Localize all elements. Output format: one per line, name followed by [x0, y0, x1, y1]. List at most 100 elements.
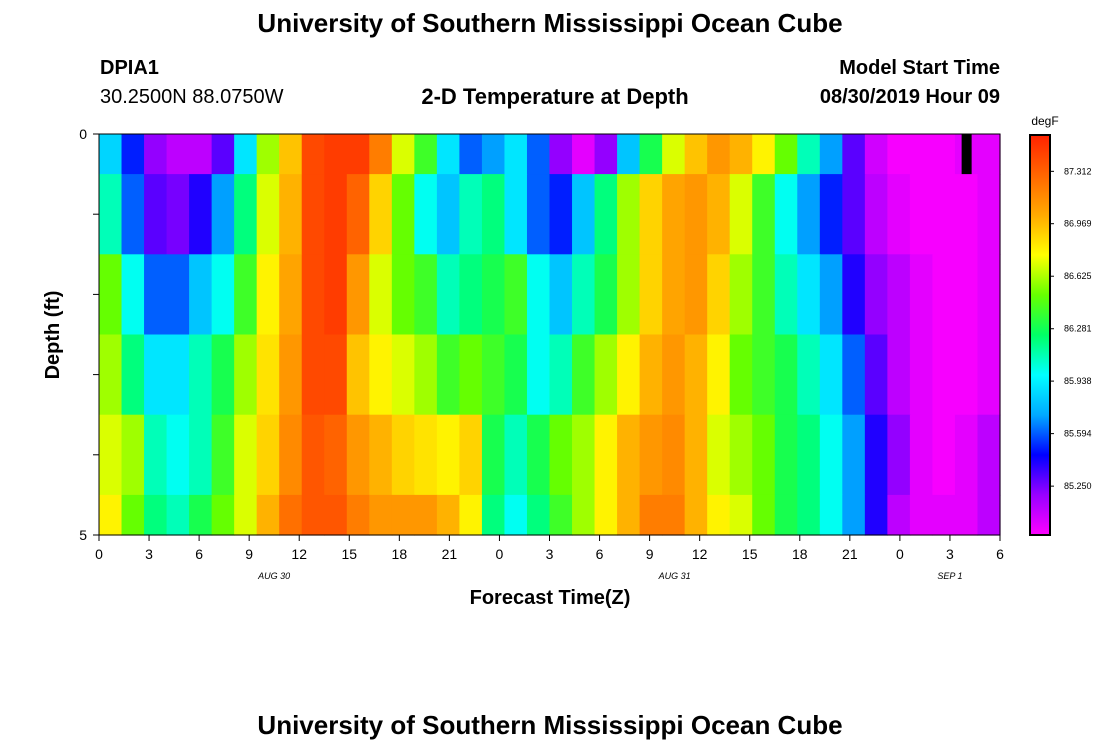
x-tick-label: 3 [145, 546, 153, 562]
heatmap-cell [324, 174, 348, 255]
model-start-value: 08/30/2019 Hour 09 [819, 86, 1000, 108]
heatmap-cell [954, 414, 979, 496]
heatmap-cell [504, 134, 528, 175]
heatmap-cell [707, 174, 731, 255]
y-tick-label: 0 [79, 126, 87, 142]
heatmap-cell [707, 414, 731, 496]
colorbar-unit: degF [1031, 114, 1058, 128]
heatmap-cell [526, 494, 551, 536]
heatmap-cell [684, 254, 708, 336]
heatmap-cell [932, 254, 956, 336]
heatmap-cell [256, 134, 280, 175]
heatmap-cell [797, 174, 821, 255]
heatmap-cell [436, 254, 460, 336]
heatmap-cell [572, 174, 596, 255]
model-start-label: Model Start Time [839, 57, 1000, 79]
heatmap-cell [639, 334, 663, 416]
heatmap-cell [662, 254, 686, 336]
heatmap-cell [729, 334, 753, 416]
heatmap-cell [121, 174, 145, 255]
heatmap-cell [639, 254, 663, 336]
page-title: University of Southern Mississippi Ocean… [257, 8, 843, 38]
heatmap-cell [391, 414, 415, 496]
heatmap-cell [932, 134, 956, 175]
missing-data-marker [961, 134, 972, 175]
heatmap-cell [414, 134, 438, 175]
x-tick-label: 3 [546, 546, 554, 562]
heatmap-cell [234, 254, 258, 336]
heatmap-cell [864, 334, 888, 416]
heatmap-cell [729, 174, 753, 255]
heatmap-cell [324, 414, 348, 496]
heatmap-cell [526, 414, 551, 496]
heatmap-cell [977, 414, 1001, 496]
heatmap-cell [774, 174, 798, 255]
heatmap-cell [594, 334, 618, 416]
heatmap-cell [301, 414, 325, 496]
heatmap-cell [301, 134, 325, 175]
heatmap-cell [166, 334, 190, 416]
heatmap-cell [459, 494, 483, 536]
heatmap-cell [774, 494, 798, 536]
heatmap-cell [842, 174, 866, 255]
heatmap-cell [279, 134, 303, 175]
heatmap-cell [301, 174, 325, 255]
heatmap-cell [819, 134, 843, 175]
heatmap-cell [594, 134, 618, 175]
heatmap-cell [572, 134, 596, 175]
heatmap-cell [932, 494, 956, 536]
heatmap-cell [504, 254, 528, 336]
heatmap-cell [797, 494, 821, 536]
heatmap-cell [346, 134, 370, 175]
heatmap-cell [752, 174, 776, 255]
date-label: AUG 31 [658, 571, 691, 581]
heatmap-cell [121, 494, 145, 536]
heatmap-cell [977, 494, 1001, 536]
heatmap-cell [752, 494, 776, 536]
heatmap-cell [391, 134, 415, 175]
heatmap-cell [729, 254, 753, 336]
heatmap-cell [144, 134, 168, 175]
colorbar-tick-label: 85.594 [1064, 429, 1092, 439]
heatmap-cell [324, 494, 348, 536]
heatmap-cell [729, 494, 753, 536]
heatmap-cell [211, 174, 235, 255]
heatmap-cell [954, 174, 979, 255]
heatmap-cell [121, 134, 145, 175]
heatmap-cell [391, 174, 415, 255]
heatmap-cell [662, 334, 686, 416]
colorbar-tick-label: 85.250 [1064, 481, 1092, 491]
heatmap-cell [774, 414, 798, 496]
heatmap-cell [684, 334, 708, 416]
heatmap-cell [594, 174, 618, 255]
heatmap-cell [684, 174, 708, 255]
x-tick-label: 0 [896, 546, 904, 562]
heatmap-cell [346, 494, 370, 536]
heatmap-cell [662, 174, 686, 255]
heatmap-cell [774, 254, 798, 336]
heatmap-cell [549, 414, 573, 496]
heatmap-cell [819, 174, 843, 255]
x-tick-label: 15 [341, 546, 357, 562]
heatmap-cell [211, 334, 235, 416]
heatmap-cell [166, 174, 190, 255]
heatmap-cell [211, 414, 235, 496]
heatmap-cell [391, 254, 415, 336]
heatmap-cell [864, 494, 888, 536]
heatmap-cell [369, 134, 393, 175]
footer-title: University of Southern Mississippi Ocean… [257, 710, 843, 740]
heatmap-cell [256, 414, 280, 496]
heatmap-cell [909, 414, 934, 496]
heatmap-cell [256, 254, 280, 336]
heatmap-cell [99, 174, 123, 255]
heatmap-cell [166, 254, 190, 336]
heatmap-cell [369, 174, 393, 255]
heatmap-cell [594, 494, 618, 536]
heatmap-cell [459, 334, 483, 416]
y-tick-label: 5 [79, 527, 87, 543]
heatmap-cell [887, 414, 911, 496]
heatmap-cell [819, 494, 843, 536]
heatmap-cell [977, 134, 1001, 175]
heatmap-cell [504, 334, 528, 416]
